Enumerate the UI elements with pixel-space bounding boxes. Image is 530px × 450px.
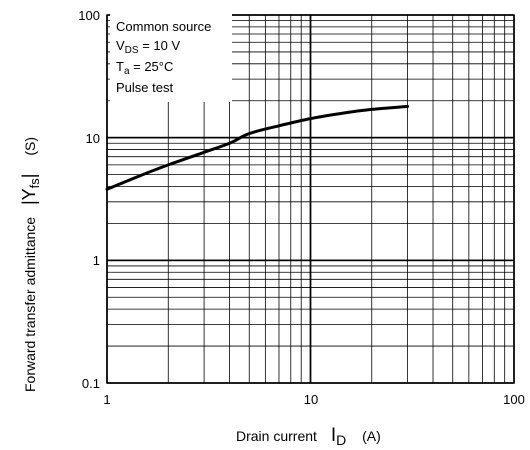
x-axis-label: Drain current ID (A): [236, 425, 381, 448]
plot-frame: [106, 14, 515, 384]
y-tick-label: 1: [93, 253, 100, 268]
condition-line: Pulse test: [116, 80, 174, 95]
x-tick-label: 10: [304, 392, 318, 407]
series-line: [105, 104, 410, 191]
x-tick-labels: 1 10 100: [103, 392, 524, 407]
y-tick-label: 10: [86, 131, 100, 146]
y-tick-label: 0.1: [82, 376, 100, 391]
y-axis-label: Forward transfer admittance |Yfs| (S): [19, 137, 42, 392]
conditions-box: Common source VDS = 10 V Ta = 25°C Pulse…: [110, 14, 232, 102]
grid: [106, 14, 515, 384]
y-tick-labels: 0.1 1 10 100: [78, 8, 100, 391]
condition-line: VDS = 10 V: [116, 38, 181, 56]
condition-line: Common source: [116, 19, 212, 34]
x-tick-label: 100: [503, 392, 525, 407]
x-tick-label: 1: [103, 392, 110, 407]
y-tick-label: 100: [78, 8, 100, 23]
condition-line: Ta = 25°C: [116, 59, 174, 77]
